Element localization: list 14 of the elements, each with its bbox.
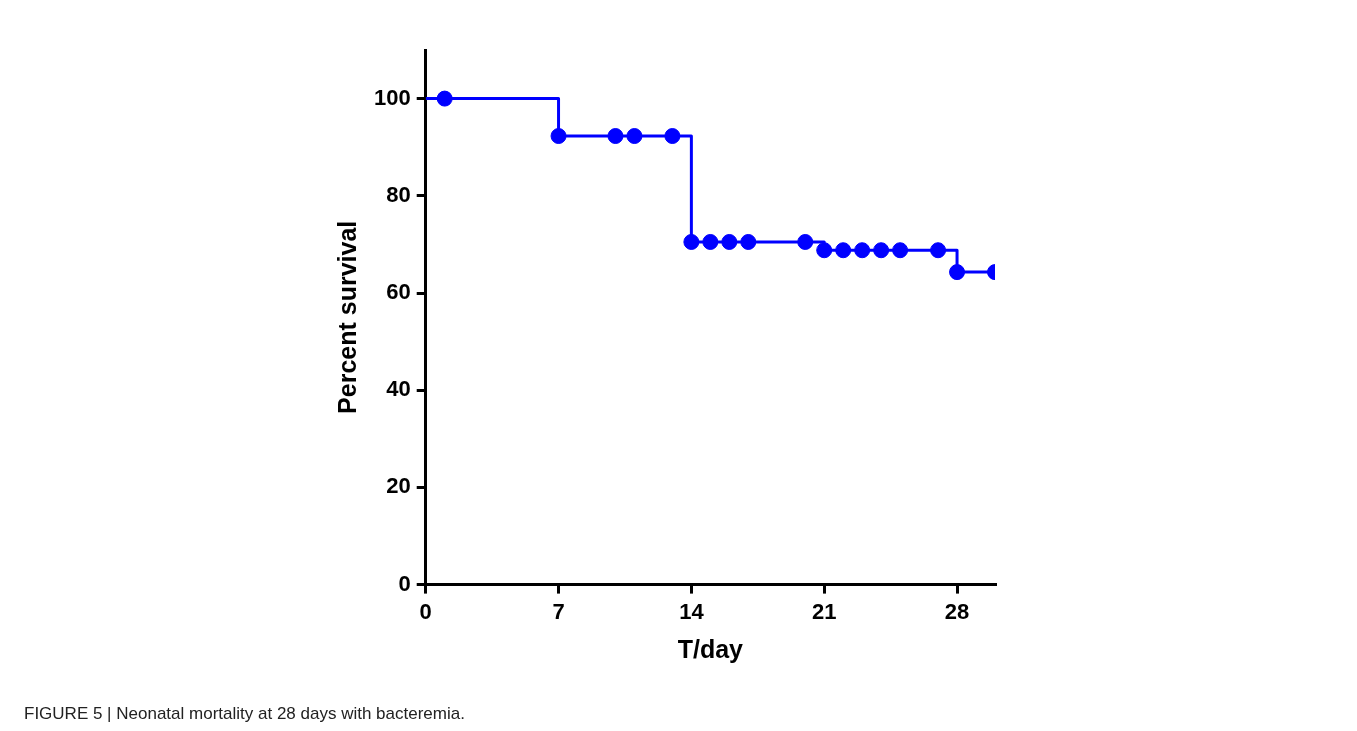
x-tick-label: 0: [419, 598, 432, 624]
y-tick-label: 80: [386, 181, 411, 207]
y-tick-label: 20: [386, 473, 411, 499]
y-tick-label: 40: [386, 376, 411, 402]
x-tick-label: 14: [679, 598, 705, 624]
x-axis-title: T/day: [677, 634, 744, 663]
caption: FIGURE 5 | Neonatal mortality at 28 days with bacteremia.: [24, 704, 465, 724]
x-tick-label: 7: [552, 598, 565, 624]
x-tick-label: 28: [944, 598, 970, 624]
y-tick-label: 60: [386, 279, 411, 305]
x-tick-label: 21: [811, 598, 837, 624]
y-axis-title: Percent survival: [332, 220, 361, 414]
y-tick-label: 100: [373, 84, 411, 110]
y-tick-label: 0: [398, 570, 411, 596]
